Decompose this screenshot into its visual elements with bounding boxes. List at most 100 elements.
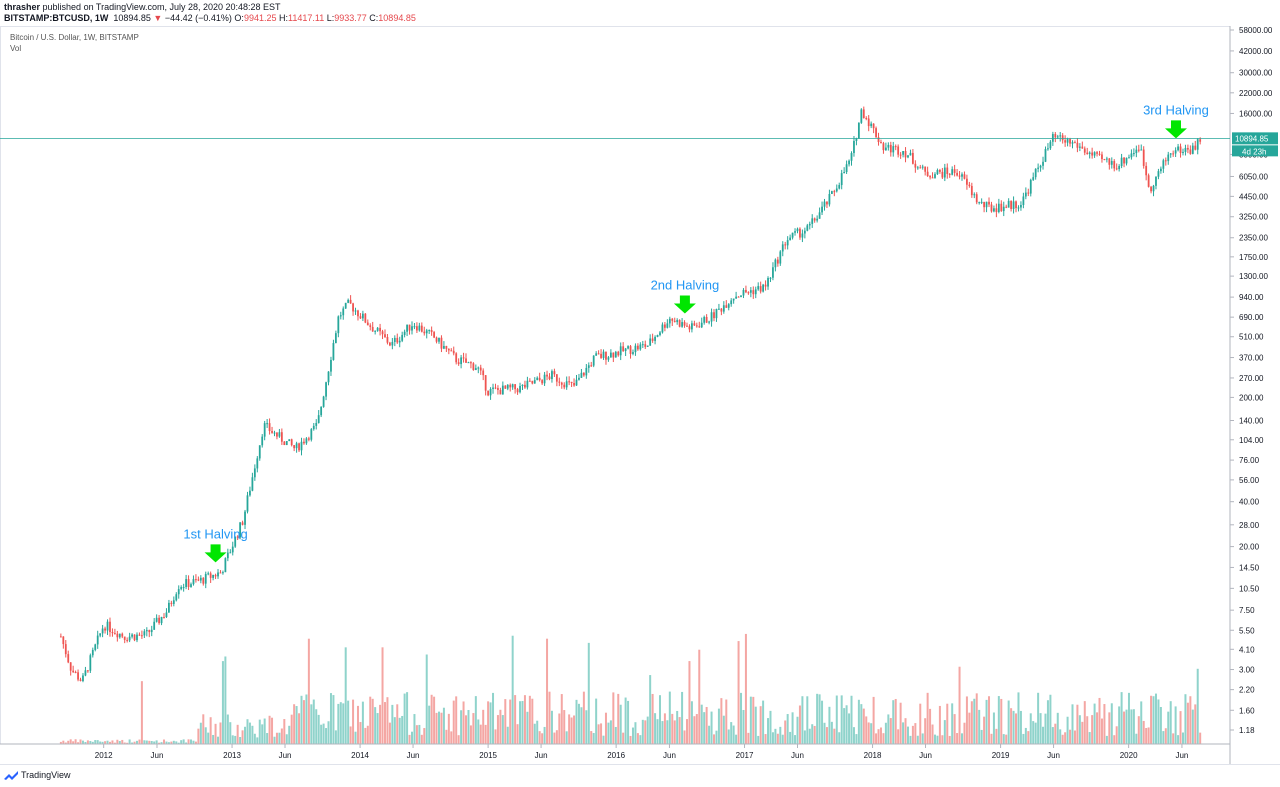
- volume-bar: [1140, 701, 1143, 744]
- candle-body: [1101, 154, 1103, 160]
- candle-body: [826, 201, 828, 205]
- volume-bars: [59, 633, 1202, 744]
- volume-bar: [278, 732, 281, 744]
- candle-body: [384, 334, 386, 338]
- volume-bar: [587, 642, 590, 744]
- volume-bar: [906, 726, 909, 744]
- volume-bar: [261, 724, 264, 744]
- candle-body: [1088, 152, 1091, 155]
- candle-body: [1159, 168, 1162, 172]
- candle-body: [860, 109, 863, 123]
- volume-bar: [180, 740, 183, 744]
- volume-bar: [715, 730, 718, 744]
- annotations: 1st Halving 2nd Halving 3rd Halving: [183, 102, 1209, 563]
- volume-bar: [550, 710, 553, 744]
- price-chart[interactable]: 58000.00 42000.00 30000.00 22000.00 16000.00…: [0, 26, 1280, 764]
- tradingview-logo[interactable]: TradingView: [4, 770, 71, 780]
- volume-bar: [953, 714, 956, 744]
- chart-area[interactable]: 58000.00 42000.00 30000.00 22000.00 16000.00…: [0, 26, 1280, 764]
- candle-body: [1145, 165, 1148, 176]
- price-tick-label: 16000.00: [1239, 109, 1273, 118]
- volume-bar: [155, 740, 158, 744]
- candle-body: [224, 558, 227, 573]
- candle-body: [74, 672, 77, 674]
- candle-body: [204, 573, 207, 584]
- candle-body: [1105, 158, 1108, 160]
- candle-body: [136, 634, 138, 641]
- close-value: 10894.85: [378, 13, 416, 23]
- volume-bar: [1150, 695, 1153, 744]
- volume-bar: [852, 727, 855, 744]
- candle-body: [72, 670, 75, 673]
- volume-bar: [801, 696, 804, 744]
- candle-body: [526, 380, 529, 388]
- volume-bar: [1037, 692, 1040, 744]
- publisher-line: thrasher published on TradingView.com, J…: [4, 2, 281, 12]
- candle-body: [720, 308, 723, 312]
- candle-body: [867, 118, 870, 127]
- volume-bar: [396, 704, 399, 744]
- candle-body: [398, 340, 401, 343]
- volume-bar: [138, 739, 141, 744]
- volume-bar: [1032, 721, 1035, 744]
- symbol-label[interactable]: BITSTAMP:BTCUSD, 1W: [4, 13, 109, 23]
- volume-bar: [342, 703, 345, 744]
- volume-bar: [256, 737, 259, 744]
- volume-bar: [334, 730, 337, 744]
- publisher-name[interactable]: thrasher: [4, 2, 41, 12]
- candle-body: [334, 333, 337, 344]
- volume-bar: [997, 696, 1000, 744]
- volume-bar: [175, 741, 178, 744]
- volume-bar: [182, 739, 185, 744]
- volume-bar: [1154, 693, 1157, 744]
- candle-body: [330, 359, 332, 372]
- candle-body: [344, 302, 347, 309]
- price-tick-label: 3250.00: [1239, 213, 1268, 222]
- candle-body: [433, 332, 435, 338]
- high-label: H:: [279, 13, 288, 23]
- volume-bar: [936, 735, 939, 744]
- candle-body: [686, 325, 688, 327]
- candle-body: [880, 142, 882, 144]
- candle-body: [1187, 147, 1189, 150]
- volume-bar: [666, 720, 669, 744]
- candle-body: [462, 357, 465, 359]
- volume-bar: [631, 727, 634, 744]
- candle-body: [229, 552, 232, 554]
- candle-body: [843, 171, 846, 174]
- volume-bar: [627, 700, 630, 744]
- volume-bar: [1059, 729, 1062, 744]
- countdown-badge: [1232, 145, 1278, 157]
- candle-body: [624, 348, 627, 351]
- volume-bar: [516, 724, 519, 744]
- candle-body: [553, 371, 556, 375]
- candle-body: [806, 225, 809, 231]
- candle-body: [298, 443, 300, 451]
- volume-bar: [818, 694, 821, 744]
- candle-body: [659, 332, 661, 336]
- volume-bar: [526, 711, 529, 744]
- volume-bar: [509, 699, 512, 744]
- volume-bar: [889, 718, 892, 744]
- candle-body: [300, 441, 303, 451]
- candle-body: [497, 388, 499, 390]
- candle-body: [582, 372, 585, 376]
- candle-body: [1059, 135, 1062, 137]
- volume-bar: [690, 701, 693, 744]
- volume-bar: [536, 720, 539, 744]
- candle-body: [231, 546, 234, 553]
- candle-body: [1000, 203, 1003, 212]
- volume-bar: [983, 716, 986, 744]
- volume-bar: [167, 742, 170, 744]
- volume-bar: [1081, 721, 1084, 744]
- candle-body: [79, 679, 82, 681]
- candle-body: [1064, 140, 1067, 143]
- price-tick-label: 6050.00: [1239, 172, 1268, 181]
- volume-bar: [339, 702, 342, 744]
- volume-bar: [919, 703, 922, 744]
- volume-bar: [590, 731, 593, 744]
- volume-bar: [415, 725, 418, 744]
- candle-body: [889, 144, 892, 153]
- volume-bar: [194, 741, 197, 744]
- candle-body: [1162, 160, 1165, 169]
